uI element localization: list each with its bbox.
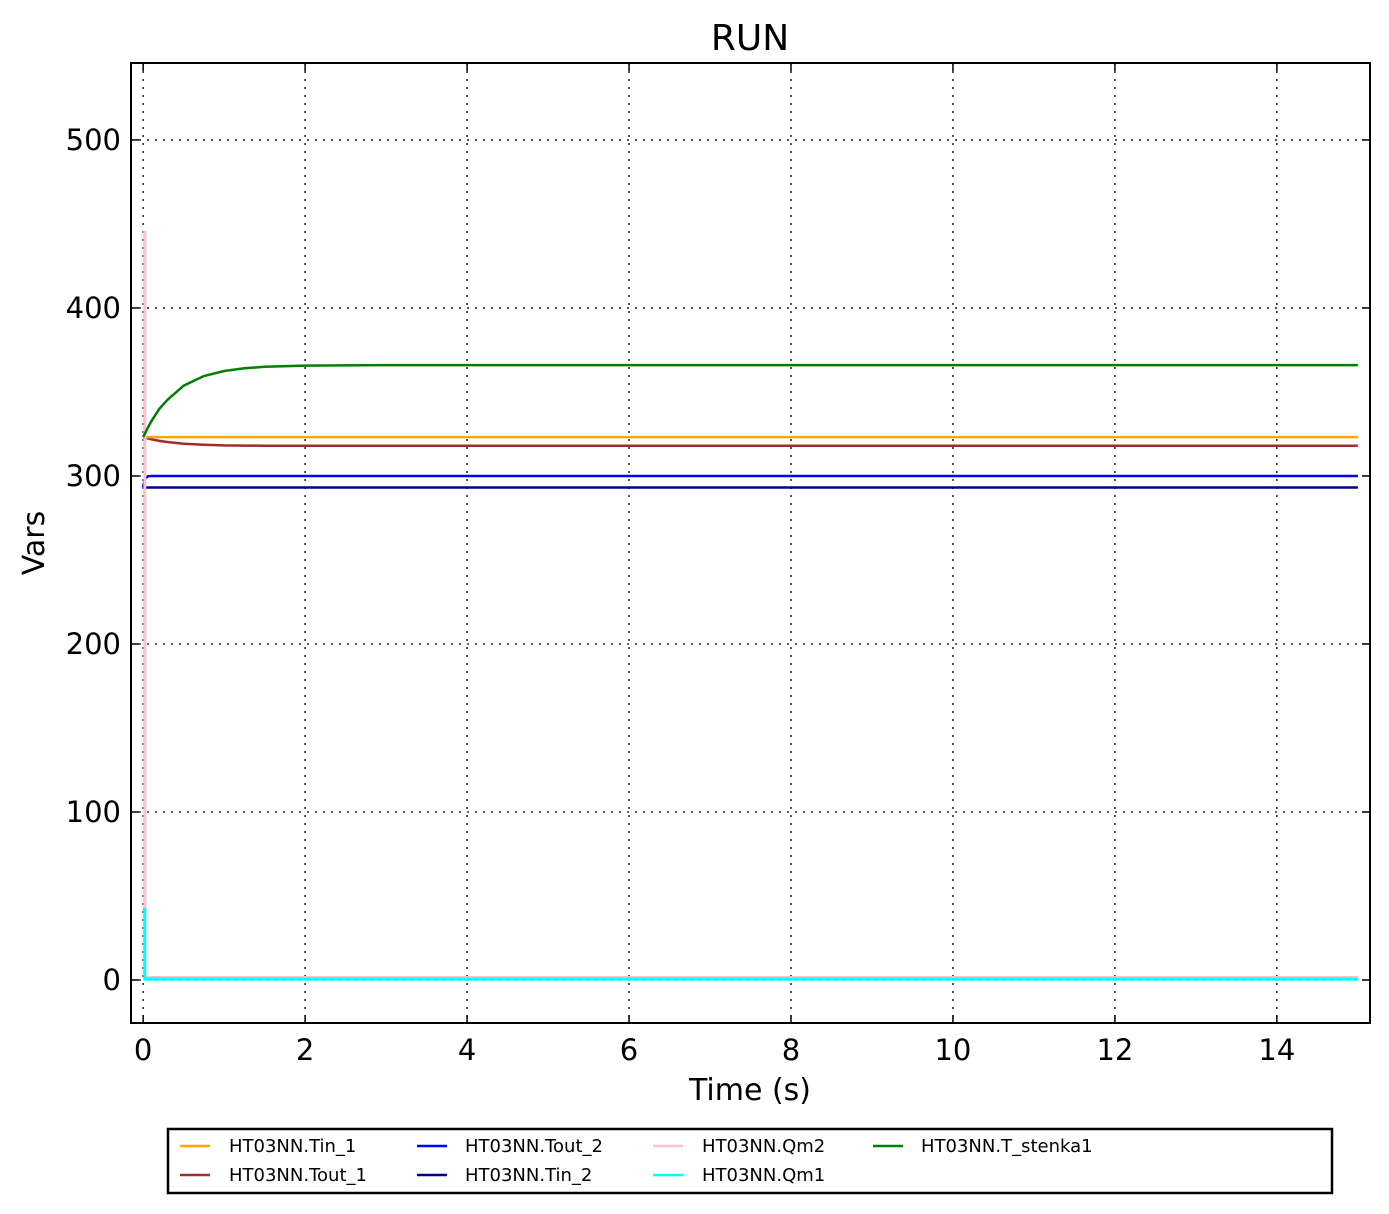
legend-label: HT03NN.Qm2 <box>702 1136 825 1157</box>
series-line-ht03nn-tout-1 <box>142 435 1358 448</box>
legend-label: HT03NN.T_stenka1 <box>921 1136 1093 1157</box>
y-tick-label: 100 <box>66 795 121 829</box>
series-line-ht03nn-qm1 <box>143 907 1358 981</box>
y-tick-label: 400 <box>66 291 121 325</box>
series-line-ht03nn-qm2 <box>143 230 1358 979</box>
x-tick-label: 4 <box>458 1033 476 1067</box>
legend-label: HT03NN.Tout_2 <box>465 1136 603 1157</box>
legend-label: HT03NN.Tin_2 <box>465 1165 592 1186</box>
x-tick-label: 8 <box>782 1033 800 1067</box>
x-tick-label: 12 <box>1096 1033 1133 1067</box>
chart-title: RUN <box>711 18 789 59</box>
series-lines <box>141 230 1358 981</box>
series-line-ht03nn-tout-2 <box>141 474 1358 488</box>
x-tick-label: 14 <box>1258 1033 1295 1067</box>
legend-label: HT03NN.Tin_1 <box>229 1136 356 1157</box>
x-tick-label: 2 <box>296 1033 314 1067</box>
x-axis-label: Time (s) <box>688 1073 811 1108</box>
x-tick-label: 10 <box>934 1033 971 1067</box>
ticks: 0 2 4 6 8 10 12 14 0 100 200 300 400 500 <box>66 63 1370 1067</box>
legend-label: HT03NN.Tout_1 <box>229 1165 367 1186</box>
y-axis-label: Vars <box>17 511 52 576</box>
y-tick-label: 0 <box>103 963 121 997</box>
x-tick-label: 0 <box>134 1033 152 1067</box>
legend: HT03NN.Tin_1 HT03NN.Tout_1 HT03NN.Tout_2 HT… <box>166 1127 1334 1195</box>
legend-label: HT03NN.Qm1 <box>702 1165 825 1186</box>
y-tick-label: 500 <box>66 123 121 157</box>
y-tick-label: 300 <box>66 459 121 493</box>
legend-frame <box>166 1127 1334 1195</box>
series-line-ht03nn-t-stenka1 <box>141 363 1358 438</box>
grid <box>131 63 1370 1023</box>
x-tick-label: 6 <box>620 1033 638 1067</box>
y-tick-label: 200 <box>66 627 121 661</box>
plot-frame <box>130 62 1371 1024</box>
